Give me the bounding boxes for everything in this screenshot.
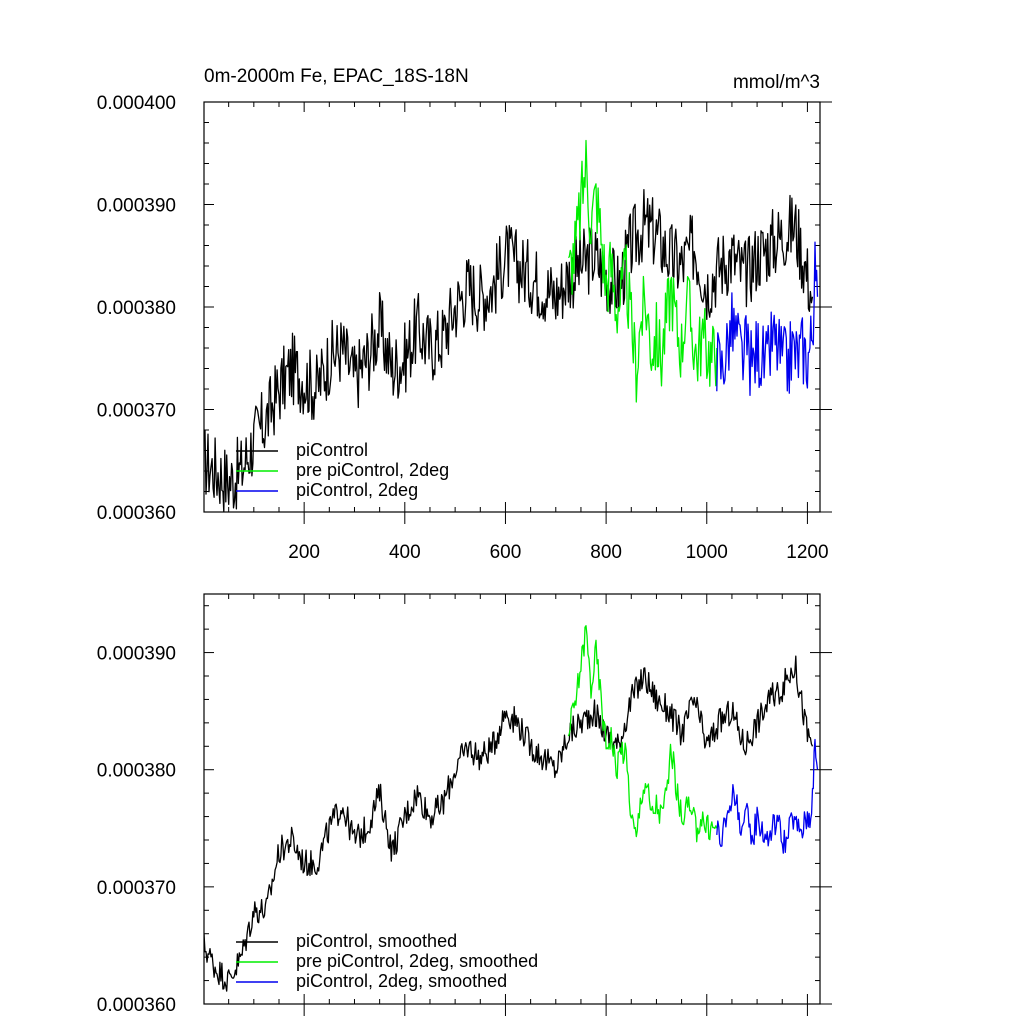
series-line-3: [716, 241, 819, 397]
chart-panel-1: 200 400 600 800 1000 1200 0.000360 0.000370 0.00…: [97, 66, 832, 563]
y-tick-label: 0.000370: [97, 401, 176, 422]
plot-frame: [203, 593, 821, 1005]
legend-entry: pre piControl, 2deg: [296, 460, 449, 480]
legend-entry: pre piControl, 2deg, smoothed: [296, 951, 538, 971]
series-line-2: [567, 139, 718, 403]
series-line-2: [567, 625, 718, 843]
series-line-1: [204, 188, 814, 512]
units-label: mmol/m^3: [733, 72, 820, 93]
legend-entry: piControl, 2deg: [296, 480, 418, 500]
series-line-3: [716, 738, 819, 854]
y-tick-label: 0.000360: [97, 503, 176, 524]
x-tick-label: 200: [288, 542, 320, 563]
legend-entry: piControl: [296, 440, 368, 460]
chart-title: 0m-2000m Fe, EPAC_18S-18N: [204, 66, 469, 87]
y-tick-label: 0.000380: [97, 298, 176, 319]
y-tick-label: 0.000370: [97, 878, 176, 899]
series-line-1: [204, 655, 814, 992]
x-tick-label: 600: [490, 542, 522, 563]
y-tick-label: 0.000400: [97, 93, 176, 114]
y-tick-label: 0.000360: [97, 995, 176, 1016]
legend-entry: piControl, smoothed: [296, 931, 457, 951]
series-group: [204, 625, 819, 992]
x-tick-label: 800: [590, 542, 622, 563]
x-tick-label: 1000: [686, 542, 728, 563]
x-tick-label: 400: [389, 542, 421, 563]
x-tick-label: 1200: [786, 542, 828, 563]
y-tick-label: 0.000390: [97, 644, 176, 665]
y-tick-label: 0.000390: [97, 196, 176, 217]
y-tick-label: 0.000380: [97, 761, 176, 782]
series-group: [204, 139, 819, 512]
legend-entry: piControl, 2deg, smoothed: [296, 971, 507, 991]
chart-panel-2: 0.000360 0.000370 0.000380 0.000390 piContro…: [97, 593, 832, 1016]
